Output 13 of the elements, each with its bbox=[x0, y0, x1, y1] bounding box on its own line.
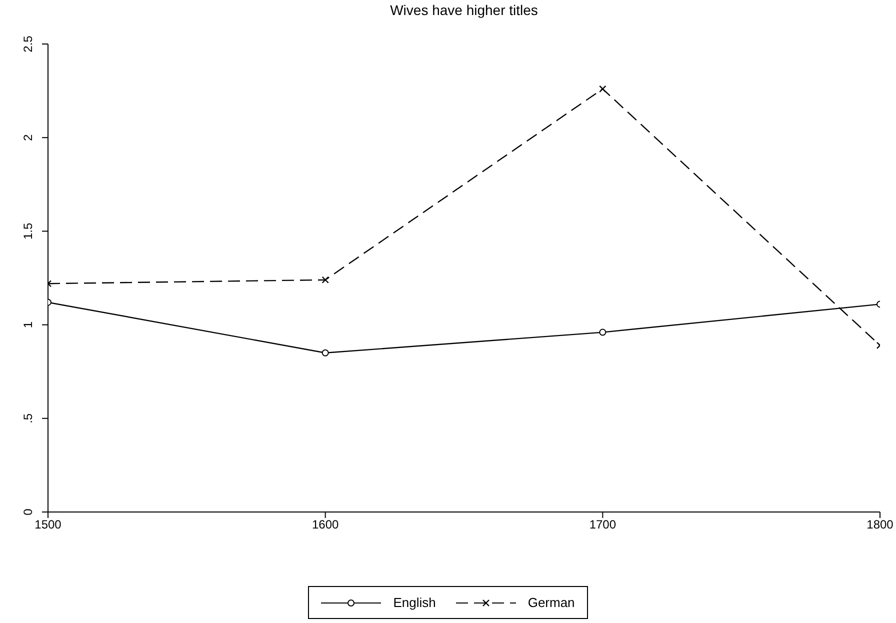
y-tick-label: .5 bbox=[21, 413, 35, 424]
y-tick-label: 2.5 bbox=[21, 35, 35, 52]
y-tick-label: 0 bbox=[21, 508, 35, 516]
y-tick-label: 2 bbox=[21, 134, 35, 141]
legend-label: English bbox=[393, 595, 436, 610]
x-tick-label: 1800 bbox=[866, 518, 894, 532]
x-tick-label: 1600 bbox=[312, 518, 340, 532]
y-tick-label: 1 bbox=[21, 321, 35, 328]
x-tick-label: 1700 bbox=[589, 518, 616, 532]
y-tick-label: 1.5 bbox=[21, 222, 35, 240]
chart-title: Wives have higher titles bbox=[389, 2, 539, 18]
legend-label: German bbox=[528, 595, 575, 610]
x-tick-label: 1500 bbox=[34, 518, 62, 532]
